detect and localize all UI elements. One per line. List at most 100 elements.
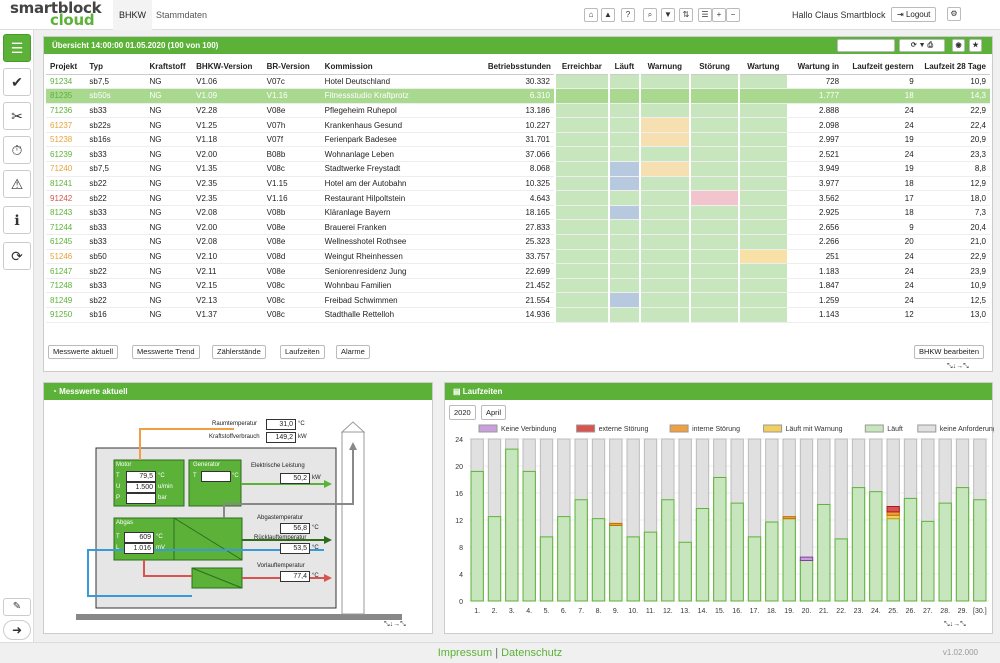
table-cell: sb33 (85, 205, 146, 221)
table-row[interactable]: 81241 sb22 NG V2.35 V1.15 Hotel am der Autoba… (46, 176, 990, 192)
bar-laeuft (505, 448, 519, 602)
alert-icon[interactable]: ▲ (601, 8, 615, 22)
legend-swatch (864, 424, 884, 433)
impressum-link[interactable]: Impressum (437, 647, 493, 659)
col-header[interactable]: Warnung (639, 59, 690, 75)
table-cell: 23,9 (917, 263, 990, 279)
table-cell: Kläranlage Bayern (320, 205, 466, 221)
status-cell (638, 278, 690, 294)
datenschutz-link[interactable]: Datenschutz (501, 647, 563, 659)
table-cell: V2.00 (192, 146, 263, 163)
table-cell: V08e (262, 263, 321, 279)
bhkw-edit-button[interactable]: BHKW bearbeiten (914, 345, 985, 359)
table-row[interactable]: 61245 sb33 NG V2.08 V08e Wellnesshotel Rothse… (46, 234, 990, 250)
table-cell: NG (145, 205, 193, 221)
tools-icon[interactable]: ✂ (3, 102, 31, 130)
table-cell: 14,3 (917, 88, 990, 104)
table-row[interactable]: 71248 sb33 NG V2.15 V08c Wohnbau Familien 21.4… (46, 278, 990, 294)
x-tick-label: 21. (819, 608, 829, 615)
tab-stammdaten[interactable]: Stammdaten (156, 10, 208, 20)
col-header[interactable]: Betriebsstunden (465, 59, 555, 75)
col-header[interactable]: BR-Version (262, 59, 321, 75)
table-cell: 12 (843, 307, 918, 323)
tab-bhkw[interactable]: BHKW (113, 0, 152, 30)
col-header[interactable]: Kommission (320, 59, 466, 75)
table-cell: 24 (843, 263, 918, 279)
check-icon[interactable]: ✔ (3, 68, 31, 96)
bar-laeuft (869, 491, 883, 602)
table-cell: V08d (262, 249, 321, 265)
sort-icon[interactable]: ⇅ (679, 8, 693, 22)
table-cell: V2.28 (192, 103, 263, 119)
table-row[interactable]: 91234 sb7,5 NG V1.06 V07c Hotel Deutschland 30… (46, 74, 990, 90)
logout-button[interactable]: ⇥ Logout (891, 7, 937, 22)
messwerte-trend-button[interactable]: Messwerte Trend (132, 345, 200, 359)
overview-search-input[interactable] (837, 39, 895, 52)
messwerte-aktuell-button[interactable]: Messwerte aktuell (48, 345, 119, 359)
resize-icon[interactable]: ⤡↓→⤡ (944, 621, 966, 628)
minus-icon[interactable]: − (726, 8, 740, 22)
warning-icon[interactable]: ⚠ (3, 170, 31, 198)
col-header[interactable]: Erreichbar (554, 59, 609, 75)
table-cell: sb33 (85, 234, 146, 250)
help-icon[interactable]: ? (621, 8, 635, 22)
status-cell (738, 146, 788, 163)
abgt-label: Abgastemperatur (257, 515, 304, 521)
table-row[interactable]: 51238 sb16s NG V1.18 V07f Ferienpark Badesee 3… (46, 132, 990, 148)
legend-swatch (763, 424, 783, 433)
project-id: 91234 (46, 74, 86, 90)
table-row[interactable]: 51246 sb50 NG V2.10 V08d Weingut Rheinhessen 3… (46, 249, 990, 265)
status-cell (738, 219, 788, 236)
status-cell (638, 146, 690, 163)
year-select[interactable]: 2020 (449, 405, 476, 420)
status-cell (738, 292, 788, 308)
home-icon[interactable]: ⌂ (584, 8, 598, 22)
table-row[interactable]: 71240 sb7,5 NG V1.35 V08c Stadtwerke Freystad… (46, 161, 990, 177)
col-header[interactable]: BHKW-Version (192, 59, 263, 75)
table-row[interactable]: 91250 sb16 NG V1.37 V08c Stadthalle Rettelloh… (46, 307, 990, 323)
resize-icon[interactable]: ⤡↓→⤡ (384, 621, 406, 628)
plus-icon[interactable]: + (712, 8, 726, 22)
x-tick-label: 20. (802, 608, 812, 615)
col-header[interactable]: Kraftstoff (145, 59, 193, 75)
table-cell: sb7,5 (85, 161, 146, 177)
table-row[interactable]: 71236 sb33 NG V2.28 V08e Pflegeheim Ruhepol 13… (46, 103, 990, 119)
table-row[interactable]: 81243 sb33 NG V2.08 V08b Kläranlage Bayern 18.… (46, 205, 990, 221)
table-row[interactable]: 91242 sb22 NG V2.35 V1.16 Restaurant Hilpolts… (46, 190, 990, 206)
col-header[interactable]: Störung (689, 59, 740, 75)
col-header[interactable]: Typ (85, 59, 146, 75)
eye-icon[interactable]: ◉ (952, 39, 965, 52)
refresh-icon[interactable]: ⟳ (3, 242, 31, 270)
x-tick-label: 4. (526, 608, 532, 615)
wrench-icon[interactable]: ✎ (3, 598, 31, 616)
table-row[interactable]: 61247 sb22 NG V2.11 V08e Seniorenresidenz Jun… (46, 263, 990, 279)
col-header[interactable]: Wartung (739, 59, 788, 75)
info-icon[interactable]: ℹ (3, 206, 31, 234)
table-row[interactable]: 81249 sb22 NG V2.13 V08c Freibad Schwimmen 21.… (46, 292, 990, 308)
alarme-button[interactable]: Alarme (336, 345, 370, 359)
list-icon[interactable]: ☰ (698, 8, 712, 22)
table-row[interactable]: 61239 sb33 NG V2.00 B08b Wohnanlage Leben 37.0… (46, 146, 990, 163)
col-header[interactable]: Läuft (608, 59, 640, 75)
month-select[interactable]: April (481, 405, 507, 420)
table-row[interactable]: 61237 sb22s NG V1.25 V07h Krankenhaus Gesund 1… (46, 117, 990, 133)
arrow-right-icon[interactable]: ➜ (3, 620, 31, 640)
table-row[interactable]: 71244 sb33 NG V2.00 V08e Brauerei Franken 27.8… (46, 219, 990, 236)
col-header[interactable]: Laufzeit 28 Tage (917, 59, 990, 75)
table-cell: V1.09 (192, 88, 263, 104)
col-header[interactable]: Wartung in (787, 59, 844, 75)
col-header[interactable]: Projekt (46, 59, 86, 75)
generator-label: Generator (193, 462, 221, 468)
star-icon[interactable]: ★ (969, 39, 982, 52)
search-icon[interactable]: ⌕ (643, 8, 657, 22)
zaehlerstaende-button[interactable]: Zählerstände (212, 345, 266, 359)
stopwatch-icon[interactable]: ⏱ (3, 136, 31, 164)
resize-icon[interactable]: ⤡↓→⤡ (947, 363, 969, 370)
col-header[interactable]: Laufzeit gestern (843, 59, 918, 75)
menu-icon[interactable]: ☰ (3, 34, 31, 62)
filter-icon[interactable]: ▼ (661, 8, 675, 22)
overview-tools[interactable]: ⟳ ▼ ⎙ (899, 39, 945, 52)
settings-icon[interactable]: ⚙ (947, 7, 961, 21)
laufzeiten-button[interactable]: Laufzeiten (280, 345, 325, 359)
table-row[interactable]: 81235 sb50s NG V1.09 V1.16 Fitnessstudio Kraf… (46, 88, 990, 104)
